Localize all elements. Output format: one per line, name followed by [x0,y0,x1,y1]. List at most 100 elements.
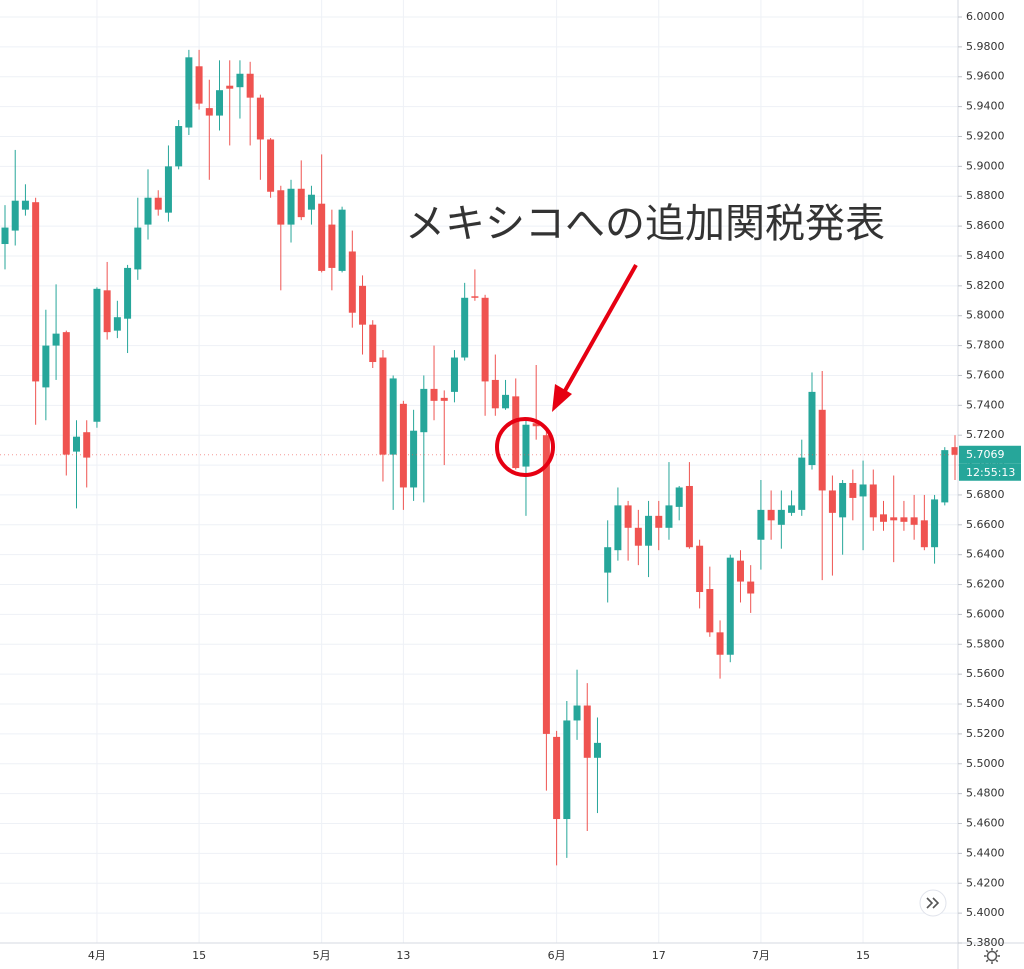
y-tick-label: 5.5600 [966,667,1005,680]
candle-body [634,527,642,546]
candle-body [256,97,264,140]
candle-body [21,200,29,210]
candle-body [696,545,704,593]
y-tick-label: 5.9000 [966,159,1005,172]
candle-body [931,499,939,548]
candle-body [287,188,295,225]
candle-body [777,509,785,525]
candle-body [410,430,418,488]
countdown-badge [959,463,1021,481]
y-tick-label: 5.9800 [966,40,1005,53]
candle-body [144,197,152,225]
candle-body [583,705,591,758]
candle-body [941,450,949,503]
candle-body [226,85,234,89]
x-tick-label: 15 [856,949,870,962]
candle-body [195,66,203,104]
candle-body [757,509,765,540]
last-price-label: 5.7069 [966,448,1005,461]
settings-icon-teeth[interactable] [984,948,1000,964]
y-tick-label: 5.3800 [966,936,1005,949]
x-tick-label: 4月 [88,949,106,962]
candles [1,49,959,866]
candle-body [624,505,632,528]
y-tick-label: 5.9400 [966,100,1005,113]
candle-body [113,317,121,331]
axes: 5.3800 5.4000 5.4200 5.4400 5.4600 5.4800 5.50… [0,10,1021,962]
candle-body [788,505,796,513]
candle-body [134,227,142,270]
y-tick-label: 5.6200 [966,578,1005,591]
candle-body [685,485,693,548]
settings-icon[interactable] [986,950,998,962]
countdown-label: 12:55:13 [966,466,1015,479]
candle-body [879,514,887,522]
x-tick-label: 17 [652,949,666,962]
candle-body [154,197,162,210]
candle-body [297,188,305,218]
grid [0,0,958,944]
candle-body [1,227,9,245]
candle-body [532,423,540,427]
candle-body [359,285,367,325]
candle-body [798,457,806,510]
candle-body [175,126,183,167]
candle-body [450,357,458,392]
candle-body [869,484,877,518]
candle-body [164,166,172,213]
y-tick-label: 5.8200 [966,279,1005,292]
candle-body [767,509,775,521]
candle-body [563,720,571,820]
y-tick-label: 5.7200 [966,428,1005,441]
candle-body [124,267,132,319]
y-tick-label: 5.7400 [966,398,1005,411]
y-tick-label: 5.6400 [966,548,1005,561]
candle-body [307,194,315,210]
y-tick-label: 5.6600 [966,518,1005,531]
candle-body [73,436,81,452]
candle-body [542,435,550,734]
y-tick-label: 5.4000 [966,906,1005,919]
candle-body [502,394,510,409]
candle-body [420,388,428,433]
candle-body [522,424,530,467]
candle-body [369,324,377,363]
candle-body [655,515,663,528]
candle-body [481,297,489,382]
y-tick-label: 5.5800 [966,637,1005,650]
candle-body [379,357,387,455]
settings-button[interactable] [984,948,1000,964]
x-tick-label: 13 [396,949,410,962]
candle-body [920,520,928,548]
y-tick-label: 5.8800 [966,189,1005,202]
candle-body [246,73,254,98]
y-tick-label: 5.8600 [966,219,1005,232]
last-price-badge [959,445,1021,464]
candle-body [62,332,70,455]
candle-body [318,203,326,271]
y-tick-label: 5.8400 [966,249,1005,262]
candle-body [604,547,612,573]
candle-body [205,108,213,116]
candle-body [706,589,714,633]
annotation: メキシコへの追加関税発表 [405,201,885,247]
y-tick-label: 5.4600 [966,817,1005,830]
candle-body [716,632,724,655]
candle-body [808,391,816,466]
scroll-icon[interactable] [926,897,940,909]
candle-body [216,90,224,116]
candle-body [828,490,836,513]
candle-body [593,742,601,758]
candle-body [32,202,40,382]
candle-body [185,57,193,128]
x-tick-label: 7月 [752,949,770,962]
candle-body [267,139,275,192]
arrow-shaft [560,264,638,397]
scroll-button[interactable] [919,889,947,917]
candle-body [849,482,857,498]
candle-body [328,224,336,268]
y-tick-label: 5.4200 [966,876,1005,889]
y-tick-label: 5.5000 [966,757,1005,770]
candle-body [890,517,898,521]
y-tick-label: 5.6800 [966,488,1005,501]
